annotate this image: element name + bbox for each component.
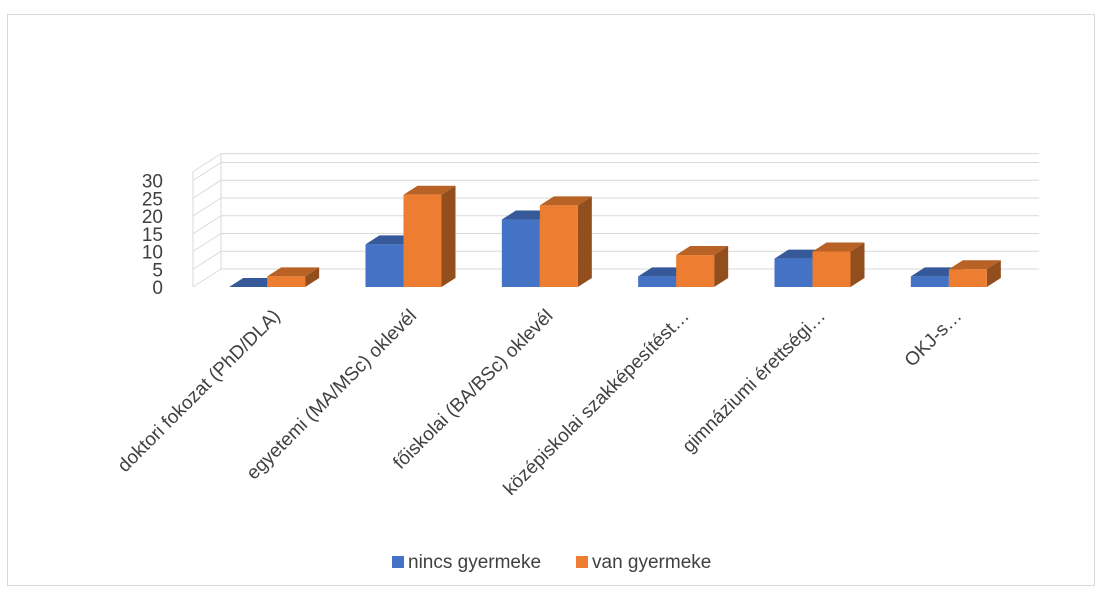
y-tick-label: 30 bbox=[142, 172, 163, 193]
chart-walls bbox=[192, 153, 222, 287]
bar-van-gyermeke-2 bbox=[539, 196, 592, 287]
category-label: gimnáziumi érettségi… bbox=[679, 306, 830, 457]
bar-van-gyermeke-0 bbox=[267, 267, 320, 287]
y-tick-label: 5 bbox=[152, 260, 163, 281]
category-labels: doktori fokozat (PhD/DLA)egyetemi (MA/MS… bbox=[114, 306, 967, 500]
chart-frame: 0 5 10 15 20 25 30 doktori fokozat (PhD/DLA) eg… bbox=[7, 14, 1095, 586]
bars bbox=[229, 185, 1001, 287]
gridline-diagonal bbox=[192, 233, 222, 252]
legend: nincs gyermeke van gyermeke bbox=[392, 552, 711, 573]
category-label: főiskolai (BA/BSc) oklevél bbox=[389, 306, 557, 474]
y-tick-label: 25 bbox=[142, 189, 163, 210]
legend-swatch bbox=[392, 556, 404, 568]
bar-van-gyermeke-5 bbox=[948, 260, 1001, 287]
gridlines bbox=[192, 153, 1039, 288]
y-tick-label: 20 bbox=[142, 207, 163, 228]
gridline-diagonal bbox=[192, 197, 222, 217]
bar-van-gyermeke-3 bbox=[676, 246, 729, 287]
legend-label: nincs gyermeke bbox=[408, 552, 541, 573]
y-tick-label: 10 bbox=[142, 243, 163, 264]
bar-van-gyermeke-4 bbox=[812, 242, 865, 287]
y-tick-label: 15 bbox=[142, 225, 163, 246]
gridline-diagonal bbox=[192, 250, 222, 270]
legend-label: van gyermeke bbox=[592, 552, 711, 573]
y-tick-label: 0 bbox=[152, 278, 163, 299]
legend-item-van-gyermeke: van gyermeke bbox=[576, 552, 711, 573]
legend-swatch bbox=[576, 556, 588, 568]
bar-van-gyermeke-1 bbox=[403, 185, 456, 287]
gridline-diagonal bbox=[192, 215, 222, 235]
gridline-diagonal bbox=[192, 179, 222, 199]
gridline-diagonal bbox=[192, 268, 222, 288]
category-label: doktori fokozat (PhD/DLA) bbox=[114, 306, 285, 477]
gridline-diagonal bbox=[192, 162, 222, 181]
legend-item-nincs-gyermeke: nincs gyermeke bbox=[392, 552, 541, 573]
category-label: OKJ-s… bbox=[901, 306, 967, 372]
